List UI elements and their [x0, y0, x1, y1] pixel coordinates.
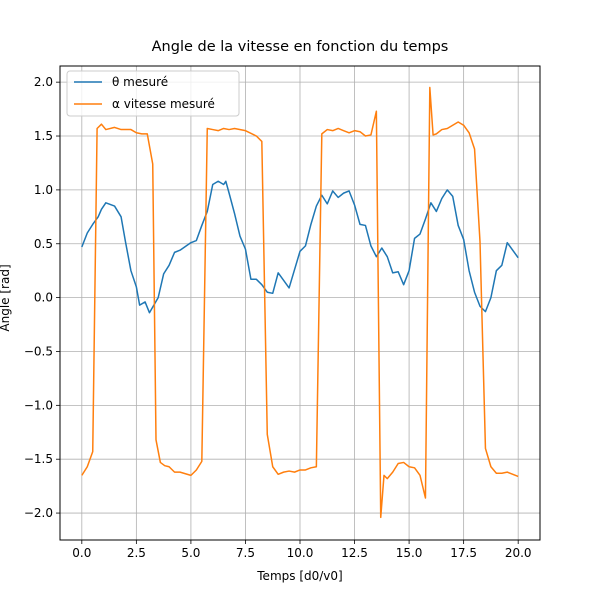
y-tick-label: 2.0 — [34, 75, 53, 89]
x-tick-label: 5.0 — [181, 546, 200, 560]
x-tick-label: 7.5 — [236, 546, 255, 560]
grid-lines — [60, 66, 540, 540]
x-tick-label: 17.5 — [450, 546, 477, 560]
x-tick-label: 20.0 — [505, 546, 532, 560]
y-axis-label: Angle [rad] — [0, 264, 12, 331]
legend: θ mesuré α vitesse mesuré — [66, 70, 240, 117]
y-tick-label: 1.0 — [34, 183, 53, 197]
series-line-2 — [81, 86, 519, 519]
legend-box — [66, 70, 240, 117]
legend-label: θ mesuré — [112, 75, 168, 89]
chart-title: Angle de la vitesse en fonction du temps — [152, 39, 449, 55]
x-tick-label: 2.5 — [127, 546, 146, 560]
y-tick-label: −1.0 — [24, 398, 53, 412]
y-axis: −2.0 −1.5 −1.0 −0.5 0.0 0.5 1.0 1.5 2.0 — [24, 75, 60, 520]
y-tick-label: −2.0 — [24, 506, 53, 520]
y-tick-label: 0.5 — [34, 237, 53, 251]
x-tick-label: 15.0 — [396, 546, 423, 560]
x-axis-label: Temps [d0/v0] — [256, 569, 342, 583]
x-axis: 0.0 2.5 5.0 7.5 10.0 12.5 15.0 17.5 20.0 — [72, 540, 532, 560]
y-tick-label: 0.0 — [34, 291, 53, 305]
legend-label: α vitesse mesuré — [112, 97, 215, 111]
x-tick-label: 10.0 — [287, 546, 314, 560]
series-line-1 — [81, 180, 519, 314]
y-tick-label: 1.5 — [34, 129, 53, 143]
x-tick-label: 12.5 — [341, 546, 368, 560]
y-tick-label: −0.5 — [24, 344, 53, 358]
x-tick-label: 0.0 — [72, 546, 91, 560]
y-tick-label: −1.5 — [24, 452, 53, 466]
